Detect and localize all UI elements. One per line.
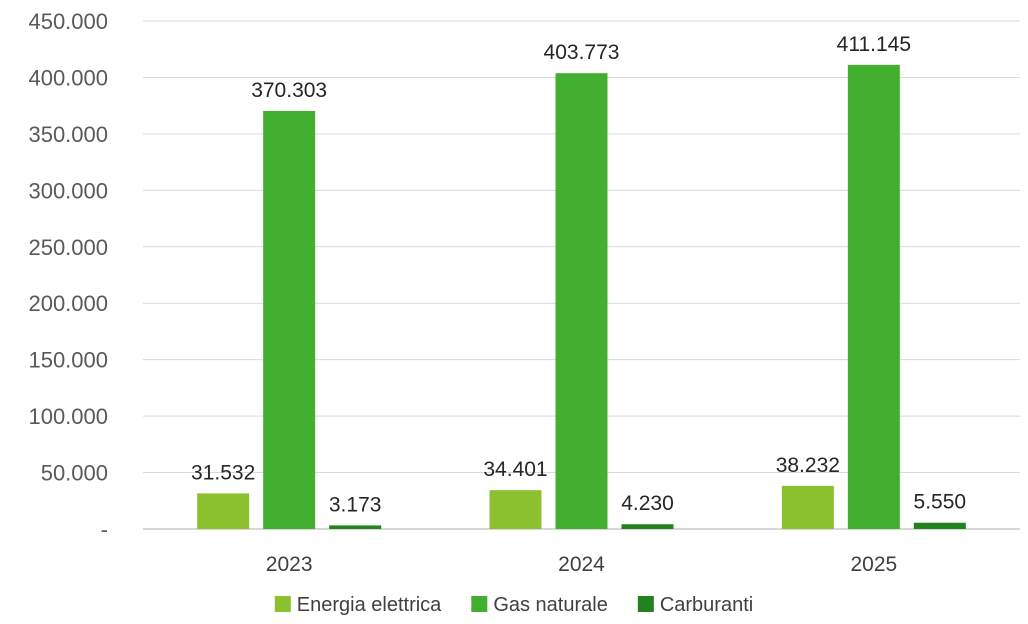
- bar: [913, 522, 966, 529]
- data-label: 4.230: [621, 492, 674, 515]
- data-label: 5.550: [914, 491, 967, 514]
- y-tick-label: 400.000: [28, 65, 108, 90]
- y-tick-label: 250.000: [28, 235, 108, 260]
- data-labels: 31.532 370.303 3.173 34.401 403.773 4.230 38.2…: [191, 33, 966, 517]
- data-label: 3.173: [329, 493, 382, 516]
- y-axis-ticks: - 50.000 100.000 150.000 200.000 250.000 300.0…: [28, 9, 108, 542]
- y-tick-label: 350.000: [28, 122, 108, 147]
- bar: [621, 524, 674, 529]
- y-tick-label: 100.000: [28, 404, 108, 429]
- data-label: 403.773: [544, 41, 620, 64]
- legend-label: Gas naturale: [493, 594, 608, 616]
- legend-swatch: [471, 596, 488, 612]
- bar: [197, 493, 250, 529]
- bar: [555, 73, 608, 529]
- legend-label: Carburanti: [660, 594, 753, 616]
- x-axis-ticks: 2023 2024 2025: [266, 553, 897, 576]
- y-tick-label: 50.000: [41, 461, 108, 486]
- legend: Energia elettrica Gas naturale Carburanti: [274, 594, 753, 616]
- data-label: 34.401: [483, 458, 547, 481]
- y-tick-label: 200.000: [28, 291, 108, 316]
- data-label: 31.532: [191, 461, 255, 484]
- y-tick-label: 150.000: [28, 348, 108, 373]
- x-tick-label: 2025: [850, 553, 897, 576]
- y-tick-label: 300.000: [28, 178, 108, 203]
- data-label: 370.303: [251, 79, 327, 102]
- legend-label: Energia elettrica: [297, 594, 442, 616]
- bar: [847, 64, 900, 529]
- data-label: 411.145: [837, 33, 911, 56]
- y-tick-label: 450.000: [28, 9, 108, 34]
- bar: [781, 485, 834, 529]
- x-tick-label: 2023: [266, 553, 313, 576]
- legend-swatch: [274, 596, 291, 612]
- bars: [197, 64, 966, 529]
- data-label: 38.232: [776, 454, 840, 477]
- bar: [489, 490, 542, 529]
- bar: [263, 110, 316, 529]
- bar: [329, 525, 382, 529]
- x-tick-label: 2024: [558, 553, 605, 576]
- y-tick-label: -: [101, 517, 108, 542]
- legend-swatch: [637, 596, 654, 612]
